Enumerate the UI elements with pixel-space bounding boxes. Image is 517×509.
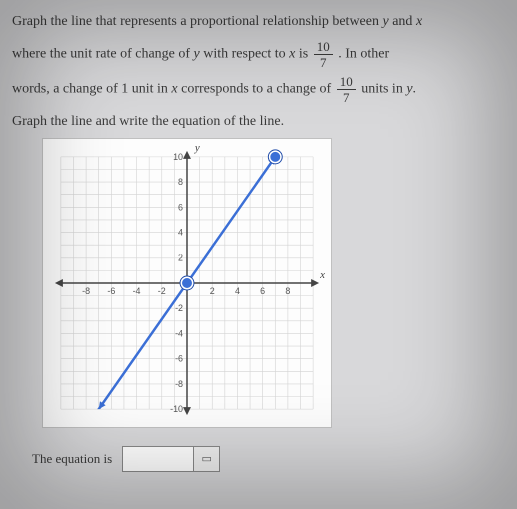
answer-row: The equation is ▭ [32, 446, 505, 472]
text-fragment: words, a change of 1 unit in [12, 82, 171, 97]
fraction-rate-1: 107 [314, 40, 333, 69]
var-x: x [416, 14, 422, 29]
svg-text:-6: -6 [107, 286, 115, 296]
svg-text:10: 10 [173, 152, 183, 162]
answer-label: The equation is [32, 451, 112, 467]
problem-line-3: words, a change of 1 unit in x correspon… [12, 75, 505, 104]
fraction-num: 10 [314, 40, 333, 55]
svg-text:6: 6 [260, 286, 265, 296]
text-fragment: with respect to [200, 47, 289, 62]
svg-text:4: 4 [235, 286, 240, 296]
svg-text:8: 8 [178, 177, 183, 187]
problem-line-2: where the unit rate of change of y with … [12, 40, 505, 69]
svg-text:6: 6 [178, 202, 183, 212]
fraction-rate-2: 107 [337, 75, 356, 104]
text-fragment: units in [361, 82, 406, 97]
fraction-den: 7 [314, 55, 333, 69]
text-fragment: . In other [338, 47, 389, 62]
fraction-den: 7 [337, 90, 356, 104]
svg-text:-8: -8 [82, 286, 90, 296]
graph-container: 10 8 6 4 2 -2 -4 -6 -8 -10 -8 -6 -4 -2 2 4 6 8 x y [42, 138, 505, 428]
svg-text:-8: -8 [175, 379, 183, 389]
text-fragment: is [295, 47, 311, 62]
answer-box: ▭ [122, 446, 220, 472]
svg-text:2: 2 [178, 253, 183, 263]
svg-text:-6: -6 [175, 353, 183, 363]
svg-text:-2: -2 [175, 303, 183, 313]
svg-text:-4: -4 [175, 328, 183, 338]
svg-text:x: x [319, 269, 325, 281]
svg-text:-10: -10 [170, 404, 183, 414]
instruction-text: Graph the line and write the equation of… [12, 114, 505, 130]
equation-input[interactable] [123, 447, 193, 471]
fraction-num: 10 [337, 75, 356, 90]
svg-text:y: y [194, 142, 200, 154]
coordinate-graph[interactable]: 10 8 6 4 2 -2 -4 -6 -8 -10 -8 -6 -4 -2 2 4 6 8 x y [42, 138, 332, 428]
text-fragment: . [413, 82, 417, 97]
text-fragment: Graph the line that represents a proport… [12, 14, 383, 29]
problem-text: Graph the line that represents a proport… [12, 10, 505, 104]
text-fragment: where the unit rate of change of [12, 47, 194, 62]
text-fragment: corresponds to a change of [178, 82, 335, 97]
text-fragment: and [389, 14, 416, 29]
equation-tool-button[interactable]: ▭ [193, 447, 219, 471]
svg-text:-2: -2 [158, 286, 166, 296]
svg-text:8: 8 [285, 286, 290, 296]
svg-text:2: 2 [210, 286, 215, 296]
svg-text:-4: -4 [133, 286, 141, 296]
svg-text:4: 4 [178, 227, 183, 237]
problem-line-1: Graph the line that represents a proport… [12, 10, 505, 34]
